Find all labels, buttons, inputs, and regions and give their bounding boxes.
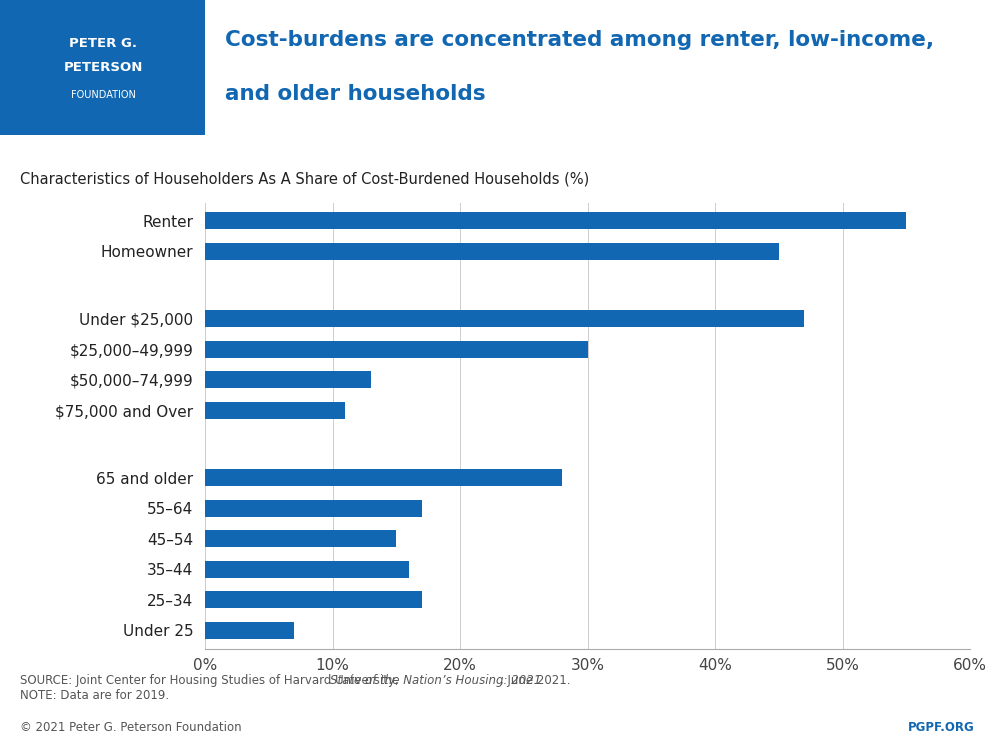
Bar bbox=[205, 592, 422, 608]
Text: , June 2021.: , June 2021. bbox=[500, 674, 571, 687]
Bar bbox=[205, 243, 779, 260]
Text: and older households: and older households bbox=[225, 85, 486, 104]
Text: SOURCE: Joint Center for Housing Studies of Harvard University,: SOURCE: Joint Center for Housing Studies… bbox=[20, 674, 402, 687]
Bar bbox=[205, 371, 371, 388]
Text: State of the Nation’s Housing: 2021: State of the Nation’s Housing: 2021 bbox=[330, 674, 542, 687]
Bar bbox=[0, 0, 205, 135]
Text: Characteristics of Householders As A Share of Cost-Burdened Households (%): Characteristics of Householders As A Sha… bbox=[20, 172, 589, 187]
Text: FOUNDATION: FOUNDATION bbox=[71, 89, 135, 100]
Text: PGPF.ORG: PGPF.ORG bbox=[908, 722, 975, 734]
Bar bbox=[205, 622, 294, 639]
Bar bbox=[205, 530, 396, 547]
Text: © 2021 Peter G. Peterson Foundation: © 2021 Peter G. Peterson Foundation bbox=[20, 722, 242, 734]
Text: Cost-burdens are concentrated among renter, low-income,: Cost-burdens are concentrated among rent… bbox=[225, 31, 934, 50]
Bar bbox=[205, 340, 588, 358]
Bar bbox=[205, 212, 906, 230]
Bar bbox=[205, 402, 345, 418]
Text: PETERSON: PETERSON bbox=[63, 61, 143, 74]
Bar bbox=[205, 310, 804, 327]
Text: NOTE: Data are for 2019.: NOTE: Data are for 2019. bbox=[20, 689, 169, 702]
Bar bbox=[205, 561, 409, 578]
Bar bbox=[205, 500, 422, 517]
Text: PETER G.: PETER G. bbox=[69, 37, 137, 50]
Bar bbox=[205, 470, 562, 486]
